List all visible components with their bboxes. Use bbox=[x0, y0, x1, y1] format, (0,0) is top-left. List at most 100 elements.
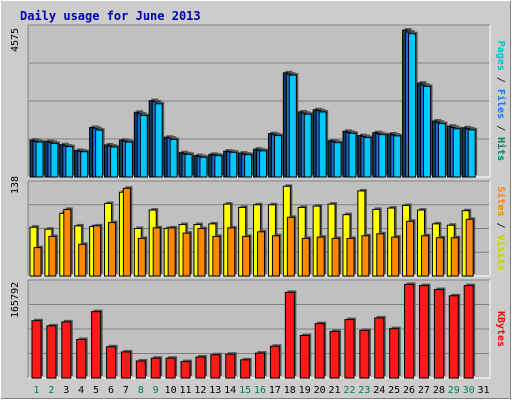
bar-kbytes-day-27-fill bbox=[418, 285, 429, 379]
bar-sites-day-6 bbox=[108, 220, 118, 277]
bar-pages-day-11-fill bbox=[184, 153, 193, 178]
x-tick-label-day-2: 2 bbox=[48, 385, 54, 396]
bar-sites-day-16 bbox=[257, 229, 267, 277]
bar-sites-day-6-fill bbox=[108, 222, 117, 277]
x-tick-label-day-19: 19 bbox=[299, 385, 311, 396]
bar-pages-day-28 bbox=[437, 121, 448, 178]
x-tick-label-day-7: 7 bbox=[123, 385, 129, 396]
bar-pages-day-20-fill bbox=[318, 111, 327, 178]
x-tick-label-day-25: 25 bbox=[388, 385, 400, 396]
axis-label-pages-files-hits: Pages / Files / Hits bbox=[495, 41, 507, 161]
bar-pages-day-20 bbox=[318, 109, 329, 178]
bar-pages-day-7-fill bbox=[124, 141, 133, 178]
bar-kbytes-day-12-fill bbox=[195, 356, 206, 379]
bar-pages-day-28-fill bbox=[437, 123, 446, 178]
bar-pages-day-2 bbox=[50, 141, 60, 178]
axis-label-visits-sites: Sites / Visits bbox=[495, 186, 507, 270]
bar-pages-day-25 bbox=[393, 133, 403, 178]
bar-pages-day-13 bbox=[214, 153, 224, 178]
bar-pages-day-7 bbox=[124, 140, 135, 178]
bar-kbytes-day-21 bbox=[329, 329, 342, 379]
bar-kbytes-day-7 bbox=[120, 349, 133, 379]
bar-pages-day-1 bbox=[35, 140, 45, 178]
bar-sites-day-1 bbox=[33, 245, 43, 277]
bar-sites-day-14-fill bbox=[227, 227, 236, 277]
bar-kbytes-day-22 bbox=[344, 317, 356, 379]
bar-pages-day-18 bbox=[288, 73, 299, 178]
bar-sites-day-11-fill bbox=[182, 232, 191, 277]
axis-label-part: KBytes bbox=[495, 311, 506, 347]
bar-pages-day-24 bbox=[378, 132, 388, 178]
bar-pages-day-26 bbox=[408, 31, 418, 178]
bar-kbytes-day-10-fill bbox=[165, 357, 176, 379]
bar-sites-day-22 bbox=[346, 236, 356, 277]
bar-sites-day-17-fill bbox=[271, 235, 280, 277]
bar-kbytes-day-5-fill bbox=[91, 311, 102, 379]
bar-pages-day-23-fill bbox=[363, 137, 372, 178]
bar-pages-day-21 bbox=[333, 140, 344, 178]
bar-pages-day-24-fill bbox=[378, 134, 387, 178]
bar-sites-day-29-fill bbox=[450, 237, 459, 277]
bar-pages-day-16 bbox=[259, 148, 269, 178]
bar-sites-day-13 bbox=[212, 234, 222, 277]
bar-kbytes-day-9 bbox=[150, 356, 163, 379]
x-tick-label-day-6: 6 bbox=[108, 385, 114, 396]
bar-pages-day-25-fill bbox=[393, 135, 402, 178]
bar-pages-day-4 bbox=[80, 149, 90, 178]
bar-pages-day-10 bbox=[169, 137, 180, 178]
x-tick-label-day-22: 22 bbox=[343, 385, 355, 396]
y-max-label-pages: 4575 bbox=[10, 28, 21, 52]
bar-pages-day-15-fill bbox=[244, 154, 253, 178]
bar-pages-day-29 bbox=[452, 126, 463, 178]
y-max-label-visits: 138 bbox=[10, 176, 21, 194]
bar-sites-day-2 bbox=[48, 234, 58, 277]
bar-kbytes-day-17-fill bbox=[269, 345, 280, 379]
axis-label-part: Sites bbox=[495, 186, 507, 216]
bar-kbytes-day-11 bbox=[180, 359, 193, 379]
bar-sites-day-16-fill bbox=[257, 231, 266, 277]
x-tick-label-day-12: 12 bbox=[194, 385, 206, 396]
bar-pages-day-23 bbox=[363, 135, 373, 178]
x-tick-label-day-9: 9 bbox=[153, 385, 159, 396]
bar-sites-day-1-fill bbox=[33, 247, 42, 277]
x-tick-label-day-20: 20 bbox=[314, 385, 326, 396]
x-tick-label-day-17: 17 bbox=[269, 385, 281, 396]
bar-sites-day-15-fill bbox=[242, 235, 251, 277]
bar-kbytes-day-21-fill bbox=[329, 331, 340, 379]
bar-kbytes-day-16-fill bbox=[255, 352, 266, 379]
bar-sites-day-12 bbox=[197, 226, 207, 277]
bar-kbytes-day-14 bbox=[225, 352, 237, 379]
x-tick-label-day-16: 16 bbox=[254, 385, 266, 396]
bar-kbytes-day-23 bbox=[359, 328, 371, 379]
bar-sites-day-10-fill bbox=[167, 227, 176, 277]
bar-sites-day-26-fill bbox=[406, 220, 415, 277]
bar-kbytes-day-16 bbox=[255, 351, 267, 379]
bar-sites-day-8-fill bbox=[137, 237, 146, 277]
bar-pages-day-19-fill bbox=[303, 113, 312, 178]
bar-kbytes-day-13-fill bbox=[210, 354, 221, 379]
bar-pages-day-8 bbox=[139, 113, 150, 178]
bar-kbytes-day-4-fill bbox=[76, 338, 87, 379]
bar-sites-day-21-fill bbox=[331, 237, 340, 277]
bar-kbytes-day-27 bbox=[418, 283, 431, 379]
bar-pages-day-22 bbox=[348, 131, 358, 178]
bar-sites-day-28-fill bbox=[435, 237, 444, 277]
bar-sites-day-3-fill bbox=[63, 208, 72, 277]
bar-sites-day-19 bbox=[301, 236, 312, 277]
x-tick-label-day-27: 27 bbox=[418, 385, 430, 396]
bar-pages-day-29-fill bbox=[452, 128, 461, 178]
bar-pages-day-4-fill bbox=[80, 151, 89, 178]
bar-kbytes-day-12 bbox=[195, 355, 207, 379]
bar-pages-day-11 bbox=[184, 152, 195, 178]
x-tick-label-day-10: 10 bbox=[165, 385, 177, 396]
bar-kbytes-day-29 bbox=[448, 293, 461, 379]
bar-pages-day-9-fill bbox=[154, 103, 163, 178]
bar-pages-day-17 bbox=[273, 133, 284, 178]
bar-pages-day-27 bbox=[422, 84, 433, 178]
bar-pages-day-19 bbox=[303, 112, 314, 178]
bar-sites-day-17 bbox=[271, 233, 282, 277]
bar-pages-day-22-fill bbox=[348, 132, 357, 178]
bar-kbytes-day-1 bbox=[31, 318, 43, 379]
x-tick-label-day-13: 13 bbox=[209, 385, 221, 396]
